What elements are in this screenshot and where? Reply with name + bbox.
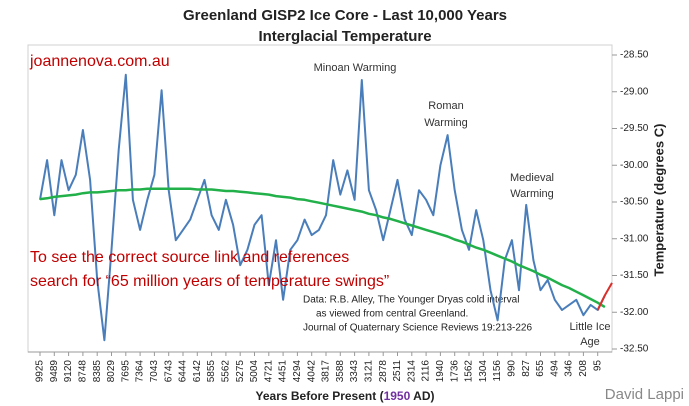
x-tick-label: 990 bbox=[507, 360, 518, 377]
x-tick-label: 4451 bbox=[278, 360, 289, 383]
x-tick-label: 4294 bbox=[292, 360, 303, 383]
x-tick-label: 346 bbox=[564, 360, 575, 377]
x-axis-label-part: 1950 bbox=[384, 389, 411, 403]
annotation: Warming bbox=[510, 188, 554, 200]
x-axis-label-part: Years Before Present ( bbox=[256, 389, 384, 403]
x-tick-label: 2314 bbox=[406, 360, 417, 383]
x-tick-label: 6444 bbox=[178, 360, 189, 383]
x-tick-label: 3817 bbox=[321, 360, 332, 383]
y-tick-label: -29.00 bbox=[620, 86, 649, 97]
x-tick-label: 2878 bbox=[378, 360, 389, 383]
x-tick-label: 2511 bbox=[392, 360, 403, 382]
x-tick-label: 494 bbox=[549, 360, 560, 377]
x-tick-label: 5275 bbox=[235, 360, 246, 383]
x-axis-label: Years Before Present (1950 AD) bbox=[256, 389, 435, 403]
y-axis-label: Temperature (degrees C) bbox=[651, 124, 666, 277]
source-line: Data: R.B. Alley, The Younger Dryas cold… bbox=[303, 295, 519, 306]
watermark: joannenova.com.au bbox=[29, 53, 170, 70]
notice-line: search for “65 million years of temperat… bbox=[30, 273, 389, 290]
x-tick-label: 4042 bbox=[306, 360, 317, 383]
chart-subtitle: Interglacial Temperature bbox=[258, 28, 431, 45]
x-tick-label: 8029 bbox=[106, 360, 117, 383]
y-tick-label: -32.00 bbox=[620, 307, 649, 318]
series-line bbox=[39, 73, 606, 342]
y-tick-label: -32.50 bbox=[620, 344, 649, 355]
x-tick-label: 3343 bbox=[349, 360, 360, 383]
series-line bbox=[39, 187, 606, 309]
annotation: Minoan Warming bbox=[314, 62, 397, 74]
y-tick-label: -30.50 bbox=[620, 197, 649, 208]
source-line: as viewed from central Greenland. bbox=[316, 309, 468, 320]
x-tick-label: 1940 bbox=[435, 360, 446, 383]
y-tick-label: -30.00 bbox=[620, 160, 649, 171]
y-tick-label: -28.50 bbox=[620, 50, 649, 61]
annotation: Age bbox=[580, 336, 600, 348]
x-tick-label: 3121 bbox=[364, 360, 375, 383]
x-tick-label: 9489 bbox=[49, 360, 60, 383]
x-tick-label: 9120 bbox=[63, 360, 74, 383]
plot: -28.50 -29.00 -29.50 -30.00 -30.50 -31.00 -31.… bbox=[28, 50, 649, 383]
x-tick-label: 2116 bbox=[421, 360, 432, 382]
x-tick-label: 7364 bbox=[135, 360, 146, 383]
y-tick-label: -31.50 bbox=[620, 270, 649, 281]
x-tick-label: 6142 bbox=[192, 360, 203, 383]
notice-line: To see the correct source link and refer… bbox=[30, 249, 349, 266]
annotation: Medieval bbox=[510, 172, 554, 184]
annotation: Roman bbox=[428, 100, 463, 112]
y-tick-label: -29.50 bbox=[620, 123, 649, 134]
source-line: Journal of Quaternary Science Reviews 19… bbox=[303, 323, 532, 334]
x-tick-label: 7043 bbox=[149, 360, 160, 383]
x-tick-label: 8385 bbox=[92, 360, 103, 383]
x-tick-label: 3588 bbox=[335, 360, 346, 383]
x-tick-label: 4721 bbox=[263, 360, 274, 383]
x-tick-label: 827 bbox=[521, 360, 532, 377]
x-tick-label: 7695 bbox=[120, 360, 131, 383]
annotation: Warming bbox=[424, 117, 468, 129]
x-tick-label: 208 bbox=[578, 360, 589, 377]
x-axis-label-part: AD) bbox=[410, 389, 434, 403]
x-tick-label: 1156 bbox=[492, 360, 503, 382]
x-tick-label: 5855 bbox=[206, 360, 217, 383]
x-tick-label: 8748 bbox=[78, 360, 89, 383]
x-tick-label: 9925 bbox=[35, 360, 46, 383]
x-tick-label: 655 bbox=[535, 360, 546, 377]
series-line bbox=[596, 282, 613, 311]
x-tick-label: 6743 bbox=[163, 360, 174, 383]
chart-title: Greenland GISP2 Ice Core - Last 10,000 Y… bbox=[183, 7, 507, 24]
x-tick-label: 95 bbox=[592, 360, 603, 372]
x-tick-label: 1736 bbox=[449, 360, 460, 383]
x-tick-label: 5562 bbox=[221, 360, 232, 383]
x-tick-label: 1562 bbox=[464, 360, 475, 383]
credit: David Lappi bbox=[605, 386, 684, 403]
annotation: Little Ice bbox=[570, 321, 611, 333]
y-tick-label: -31.00 bbox=[620, 233, 649, 244]
x-tick-label: 5004 bbox=[249, 360, 260, 383]
x-tick-label: 1304 bbox=[478, 360, 489, 383]
